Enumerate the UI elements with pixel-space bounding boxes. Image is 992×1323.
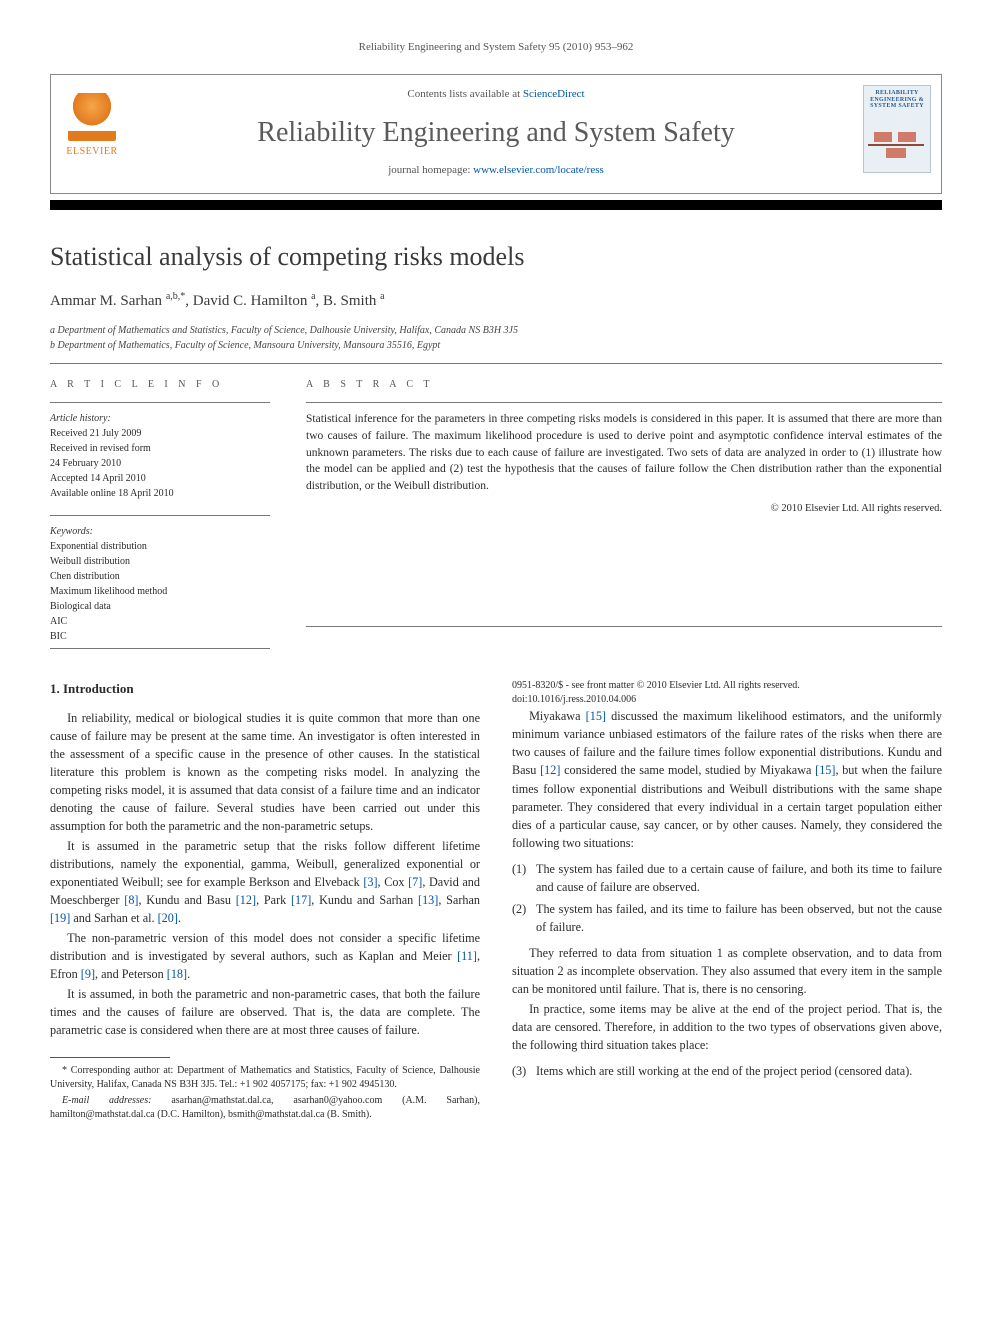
keyword: BIC (50, 629, 270, 644)
abstract-label: A B S T R A C T (306, 378, 942, 393)
ref-link[interactable]: [20] (158, 911, 178, 925)
contents-line: Contents lists available at ScienceDirec… (141, 87, 851, 103)
affiliation-b: b Department of Mathematics, Faculty of … (50, 338, 942, 353)
running-head: Reliability Engineering and System Safet… (50, 40, 942, 56)
homepage-prefix: journal homepage: (388, 164, 473, 176)
keyword: Chen distribution (50, 569, 270, 584)
author-2: David C. Hamilton (193, 293, 311, 309)
journal-cover-thumb: RELIABILITY ENGINEERING & SYSTEM SAFETY (863, 85, 931, 173)
author-3: B. Smith (323, 293, 380, 309)
homepage-line: journal homepage: www.elsevier.com/locat… (141, 163, 851, 179)
ref-link[interactable]: [9] (81, 967, 95, 981)
elsevier-tree-icon (68, 93, 116, 141)
ref-link[interactable]: [13] (418, 893, 438, 907)
ref-link[interactable]: [17] (291, 893, 311, 907)
footnotes: * Corresponding author at: Department of… (50, 1064, 480, 1122)
history-line: Available online 18 April 2010 (50, 486, 270, 501)
ref-link[interactable]: [15] (586, 709, 606, 723)
body-para: It is assumed in the parametric setup th… (50, 837, 480, 927)
body-para: Miyakawa [15] discussed the maximum like… (512, 707, 942, 851)
affiliation-a: a Department of Mathematics and Statisti… (50, 323, 942, 338)
author-1-sup: a,b,* (166, 291, 185, 302)
info-rule-bottom (50, 648, 270, 649)
doi: doi:10.1016/j.ress.2010.04.006 (512, 693, 942, 707)
contents-prefix: Contents lists available at (407, 88, 522, 100)
enum-list-2: (3)Items which are still working at the … (512, 1062, 942, 1080)
abstract-text: Statistical inference for the parameters… (306, 411, 942, 494)
black-divider-bar (50, 200, 942, 210)
ref-link[interactable]: [18] (167, 967, 187, 981)
enum-item: (3)Items which are still working at the … (512, 1062, 942, 1080)
abstract-rule-top (306, 402, 942, 403)
ref-link[interactable]: [3] (363, 875, 377, 889)
keyword: Maximum likelihood method (50, 584, 270, 599)
email-addresses: E-mail addresses: asarhan@mathstat.dal.c… (50, 1094, 480, 1122)
authors-line: Ammar M. Sarhan a,b,*, David C. Hamilton… (50, 290, 942, 313)
ref-link[interactable]: [12] (236, 893, 256, 907)
cover-title: RELIABILITY ENGINEERING & SYSTEM SAFETY (868, 90, 926, 110)
footnote-rule (50, 1057, 170, 1058)
ref-link[interactable]: [11] (457, 949, 477, 963)
affiliations: a Department of Mathematics and Statisti… (50, 323, 942, 353)
body-para: It is assumed, in both the parametric an… (50, 985, 480, 1039)
article-history: Article history: Received 21 July 2009 R… (50, 411, 270, 501)
rule-above-info (50, 363, 942, 364)
ref-link[interactable]: [15] (815, 763, 835, 777)
body-para: In reliability, medical or biological st… (50, 709, 480, 835)
abstract-rule-bottom (306, 626, 942, 627)
article-info: A R T I C L E I N F O Article history: R… (50, 378, 270, 645)
info-rule-1 (50, 402, 270, 403)
article-info-label: A R T I C L E I N F O (50, 378, 270, 393)
section-1-heading: 1. Introduction (50, 679, 480, 698)
history-line: Received 21 July 2009 (50, 426, 270, 441)
bottom-meta: 0951-8320/$ - see front matter © 2010 El… (512, 679, 942, 707)
enum-list-1: (1)The system has failed due to a certai… (512, 860, 942, 936)
history-line: Received in revised form (50, 441, 270, 456)
article-title: Statistical analysis of competing risks … (50, 238, 942, 276)
history-label: Article history: (50, 411, 270, 426)
body-para: They referred to data from situation 1 a… (512, 944, 942, 998)
history-line: Accepted 14 April 2010 (50, 471, 270, 486)
journal-banner: ELSEVIER RELIABILITY ENGINEERING & SYSTE… (50, 74, 942, 194)
corresponding-author-note: * Corresponding author at: Department of… (50, 1064, 480, 1092)
journal-name: Reliability Engineering and System Safet… (141, 113, 851, 154)
cover-art-icon (868, 128, 926, 162)
ref-link[interactable]: [12] (540, 763, 560, 777)
body-para: The non-parametric version of this model… (50, 929, 480, 983)
enum-item: (1)The system has failed due to a certai… (512, 860, 942, 896)
keyword: AIC (50, 614, 270, 629)
body-para: In practice, some items may be alive at … (512, 1000, 942, 1054)
keywords: Keywords: Exponential distribution Weibu… (50, 524, 270, 644)
abstract: A B S T R A C T Statistical inference fo… (306, 378, 942, 645)
author-1: Ammar M. Sarhan (50, 293, 166, 309)
enum-item: (2)The system has failed, and its time t… (512, 900, 942, 936)
sciencedirect-link[interactable]: ScienceDirect (523, 88, 585, 100)
keywords-label: Keywords: (50, 524, 270, 539)
keyword: Biological data (50, 599, 270, 614)
info-rule-2 (50, 515, 270, 516)
ref-link[interactable]: [7] (408, 875, 422, 889)
homepage-link[interactable]: www.elsevier.com/locate/ress (473, 164, 604, 176)
keyword: Exponential distribution (50, 539, 270, 554)
publisher-name: ELSEVIER (61, 145, 123, 160)
ref-link[interactable]: [19] (50, 911, 70, 925)
author-3-sup: a (380, 291, 384, 302)
body-columns: 1. Introduction In reliability, medical … (50, 679, 942, 1122)
history-line: 24 February 2010 (50, 456, 270, 471)
issn-copyright: 0951-8320/$ - see front matter © 2010 El… (512, 679, 942, 693)
info-abstract-row: A R T I C L E I N F O Article history: R… (50, 378, 942, 645)
publisher-logo: ELSEVIER (61, 93, 123, 160)
ref-link[interactable]: [8] (124, 893, 138, 907)
keyword: Weibull distribution (50, 554, 270, 569)
abstract-copyright: © 2010 Elsevier Ltd. All rights reserved… (306, 501, 942, 516)
